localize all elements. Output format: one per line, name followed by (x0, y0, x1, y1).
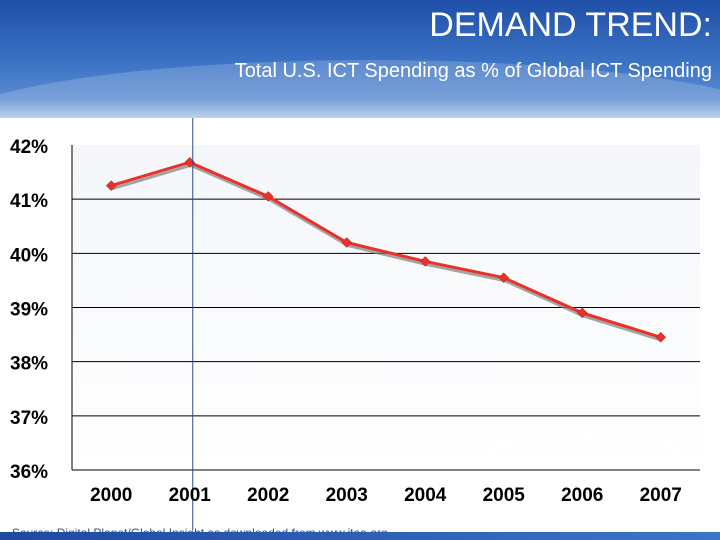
data-point-marker (498, 272, 510, 284)
x-tick-label: 2007 (640, 485, 682, 506)
x-tick-label: 2006 (561, 485, 603, 506)
header-fade (0, 100, 720, 140)
x-tick-label: 2003 (326, 485, 368, 506)
data-point-marker (655, 331, 667, 343)
y-tick-label: 41% (10, 191, 48, 212)
data-point-marker (105, 180, 117, 191)
data-point-marker (262, 191, 274, 202)
x-tick-label: 2001 (169, 485, 212, 506)
x-tick-label: 2004 (404, 485, 447, 506)
x-tick-label: 2005 (483, 485, 526, 506)
data-point-marker (419, 256, 431, 267)
y-tick-label: 42% (10, 137, 48, 158)
series-line-shadow (111, 163, 663, 342)
y-tick-label: 39% (10, 300, 48, 321)
x-tick-label: 2000 (90, 485, 132, 506)
data-point-marker (576, 307, 588, 319)
slide-title: DEMAND TREND: (429, 6, 712, 44)
line-chart: Forecast 36% 37% 38% 39% 40% 41% 42% 2000 2001 20… (10, 118, 700, 530)
data-point-marker (341, 237, 353, 248)
series-line (110, 160, 662, 339)
y-tick-label: 36% (10, 462, 48, 483)
slide-subtitle: Total U.S. ICT Spending as % of Global I… (234, 60, 712, 82)
y-tick-label: 40% (10, 245, 48, 266)
forecast-label: Forecast (559, 414, 614, 430)
forecast-brace (489, 429, 684, 465)
y-tick-label: 38% (10, 354, 48, 375)
page-number: 7 (711, 518, 718, 530)
y-tick-label: 37% (10, 408, 48, 429)
footer-bar (0, 532, 720, 540)
x-tick-label: 2002 (247, 485, 289, 506)
